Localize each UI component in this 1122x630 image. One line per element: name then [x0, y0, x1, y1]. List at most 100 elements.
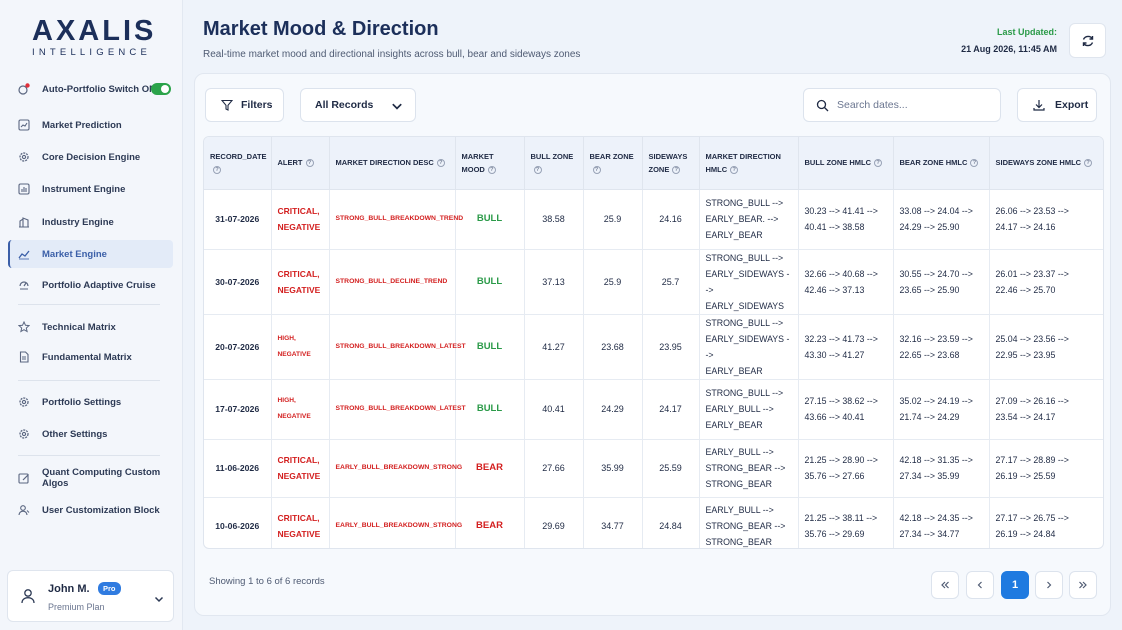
previous-page-button[interactable]: [966, 571, 994, 599]
pro-badge: Pro: [98, 582, 121, 595]
sidebar-item-core-decision-engine[interactable]: Core Decision Engine: [8, 143, 173, 171]
column-header[interactable]: BEAR ZONE?: [583, 137, 643, 190]
direction-hmlc-cell-line: STRONG_BULL -->: [705, 317, 784, 328]
table-row[interactable]: 20-07-2026 HIGH, NEGATIVE STRONG_BULL_BREA…: [204, 314, 1103, 380]
bear-hmlc-cell-line: 21.74 --> 24.29: [899, 412, 960, 422]
auto-portfolio-toggle[interactable]: [151, 83, 171, 95]
first-page-button[interactable]: [931, 571, 959, 599]
bull-hmlc-cell: 30.23 --> 41.41 --> 40.41 --> 38.58: [798, 189, 894, 250]
export-button[interactable]: Export: [1017, 88, 1097, 122]
edit-icon: [18, 472, 30, 484]
column-header[interactable]: ALERT?: [271, 137, 330, 190]
help-icon: ?: [533, 165, 542, 174]
sidebar-divider: [18, 304, 160, 305]
direction-hmlc-cell-line: EARLY_BEAR: [705, 420, 763, 430]
bear-zone-cell: 25.9: [583, 189, 643, 250]
building-icon: [18, 216, 30, 228]
bear-hmlc-cell-line: 23.65 --> 25.90: [899, 284, 960, 295]
column-header[interactable]: BULL ZONE HMLC?: [798, 137, 894, 190]
column-header[interactable]: BULL ZONE?: [524, 137, 584, 190]
bull-hmlc-cell-line: 32.23 --> 41.73 -->: [804, 333, 878, 344]
table-row[interactable]: 31-07-2026 CRITICAL, NEGATIVE STRONG_BULL_…: [204, 189, 1103, 250]
next-page-button[interactable]: [1035, 571, 1063, 599]
help-icon: ?: [1084, 159, 1093, 168]
direction-hmlc-cell-line: EARLY_BULL -->: [705, 447, 774, 457]
bull-zone-cell: 37.13: [524, 249, 584, 315]
sideways-zone-cell: 24.16: [642, 189, 700, 250]
sidebar-item-user-customization[interactable]: User Customization Block: [8, 496, 173, 524]
direction-hmlc-cell-line: EARLY_SIDEWAYS: [705, 300, 785, 311]
bull-hmlc-cell-line: 43.66 --> 40.41: [804, 412, 865, 422]
market-mood-cell: BEAR: [455, 439, 525, 498]
bar-chart-icon: [18, 183, 30, 195]
pagination-summary: Showing 1 to 6 of 6 records: [209, 576, 325, 587]
bear-hmlc-cell-line: 42.18 --> 31.35 -->: [899, 455, 973, 465]
sidebar-item-industry-engine[interactable]: Industry Engine: [8, 208, 173, 236]
brand-tagline: INTELLIGENCE: [32, 47, 152, 58]
bear-hmlc-cell-line: 24.29 --> 25.90: [899, 222, 960, 232]
page-button-1[interactable]: 1: [1001, 571, 1029, 599]
sidebar-item-instrument-engine[interactable]: Instrument Engine: [8, 175, 173, 203]
table-row[interactable]: 30-07-2026 CRITICAL, NEGATIVE STRONG_BULL_…: [204, 249, 1103, 315]
direction-hmlc-cell: STRONG_BULL --> EARLY_SIDEWAYS --> EARLY_B…: [699, 314, 799, 380]
filters-button[interactable]: Filters: [205, 88, 284, 122]
sideways-hmlc-cell-line: 26.06 --> 23.53 -->: [995, 206, 1069, 216]
bull-hmlc-cell: 27.15 --> 38.62 --> 43.66 --> 40.41: [798, 379, 894, 440]
search-icon: [816, 99, 829, 111]
sidebar-item-other-settings[interactable]: Other Settings: [8, 420, 173, 448]
record-date-cell: 10-06-2026: [204, 497, 272, 548]
search-box[interactable]: [803, 88, 1001, 122]
refresh-button[interactable]: [1069, 23, 1106, 58]
bull-hmlc-cell-line: 21.25 --> 38.11 -->: [804, 513, 878, 523]
brand-logo[interactable]: AXALIS INTELLIGENCE: [32, 16, 153, 58]
sideways-hmlc-cell-line: 25.04 --> 23.56 -->: [995, 333, 1069, 344]
sidebar-item-label: Portfolio Adaptive Cruise: [42, 279, 156, 291]
bull-hmlc-cell-line: 43.30 --> 41.27: [804, 349, 865, 360]
bear-hmlc-cell-line: 30.55 --> 24.70 -->: [899, 268, 973, 279]
column-header[interactable]: RECORD_DATE?: [204, 137, 272, 190]
records-select[interactable]: All Records: [300, 88, 416, 122]
bear-hmlc-cell-line: 42.18 --> 24.35 -->: [899, 513, 973, 523]
sidebar-item-label: User Customization Block: [42, 504, 160, 516]
table-row[interactable]: 17-07-2026 HIGH, NEGATIVE STRONG_BULL_BREA…: [204, 379, 1103, 440]
sideways-zone-cell: 23.95: [642, 314, 700, 380]
sidebar-item-market-engine[interactable]: Market Engine: [8, 240, 173, 268]
record-date-cell: 30-07-2026: [204, 249, 272, 315]
column-header[interactable]: MARKET DIRECTION HMLC?: [699, 137, 799, 190]
sidebar-item-label: Other Settings: [42, 428, 108, 440]
direction-hmlc-cell-line: EARLY_SIDEWAYS -->: [705, 333, 790, 360]
help-icon: ?: [436, 159, 445, 168]
gear-icon: [18, 151, 30, 163]
column-header[interactable]: SIDEWAYS ZONE HMLC?: [989, 137, 1103, 190]
last-page-button[interactable]: [1069, 571, 1097, 599]
chevron-down-icon[interactable]: [154, 591, 164, 603]
bear-hmlc-cell: 42.18 --> 31.35 --> 27.34 --> 35.99: [893, 439, 990, 498]
direction-hmlc-cell: STRONG_BULL --> EARLY_BEAR. --> EARLY_BEAR: [699, 189, 799, 250]
sidebar-item-market-prediction[interactable]: Market Prediction: [8, 111, 173, 139]
sidebar-item-portfolio-adaptive-cruise[interactable]: Portfolio Adaptive Cruise: [8, 271, 173, 299]
bear-hmlc-cell-line: 33.08 --> 24.04 -->: [899, 206, 973, 216]
search-input[interactable]: [837, 99, 987, 111]
sidebar-item-portfolio-settings[interactable]: Portfolio Settings: [8, 388, 173, 416]
alert-cell: HIGH, NEGATIVE: [271, 379, 330, 440]
sideways-hmlc-cell: 26.01 --> 23.37 --> 22.46 --> 25.70: [989, 249, 1103, 315]
sidebar-item-fundamental-matrix[interactable]: Fundamental Matrix: [8, 343, 173, 371]
column-header[interactable]: MARKET MOOD?: [455, 137, 525, 190]
sidebar-item-quant-computing[interactable]: Quant Computing Custom Algos: [8, 464, 173, 492]
sideways-hmlc-cell: 27.17 --> 28.89 --> 26.19 --> 25.59: [989, 439, 1103, 498]
table-row[interactable]: 11-06-2026 CRITICAL, NEGATIVE EARLY_BULL_B…: [204, 439, 1103, 498]
sideways-hmlc-cell-line: 26.01 --> 23.37 -->: [995, 268, 1069, 279]
column-header[interactable]: SIDEWAYS ZONE?: [642, 137, 700, 190]
sidebar-item-label: Core Decision Engine: [42, 151, 141, 163]
user-menu[interactable]: John M. Pro Premium Plan: [7, 570, 174, 622]
direction-desc-cell: EARLY_BULL_BREAKDOWN_STRONG: [329, 497, 462, 548]
table-row[interactable]: 10-06-2026 CRITICAL, NEGATIVE EARLY_BULL_B…: [204, 497, 1103, 548]
sideways-hmlc-cell-line: 26.19 --> 25.59: [995, 471, 1056, 481]
column-header[interactable]: BEAR ZONE HMLC?: [893, 137, 990, 190]
sideways-hmlc-cell: 26.06 --> 23.53 --> 24.17 --> 24.16: [989, 189, 1103, 250]
document-icon: [18, 351, 30, 363]
sidebar-item-label: Industry Engine: [42, 216, 114, 228]
column-header[interactable]: MARKET DIRECTION DESC?: [329, 137, 456, 190]
last-updated-value: 21 Aug 2026, 11:45 AM: [961, 44, 1057, 54]
sidebar-item-technical-matrix[interactable]: Technical Matrix: [8, 313, 173, 341]
